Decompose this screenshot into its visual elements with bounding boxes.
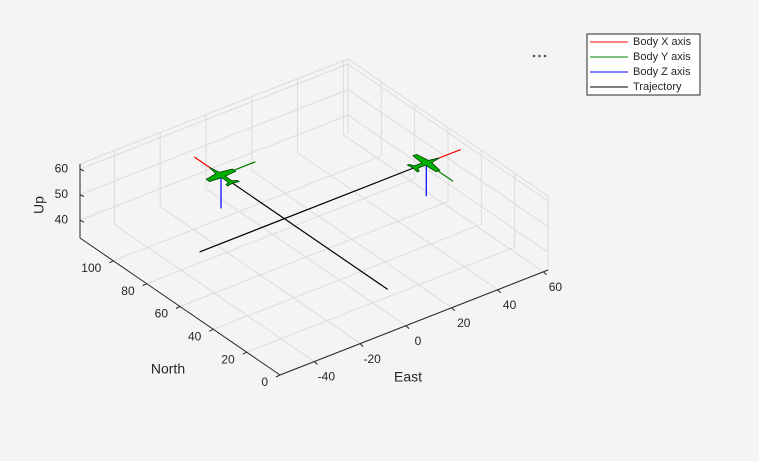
grid-line xyxy=(179,201,449,307)
x-tick-label: 40 xyxy=(503,298,517,312)
dot xyxy=(532,54,536,58)
y-tick xyxy=(175,306,181,309)
x-axis-title: East xyxy=(394,369,422,385)
z-tick xyxy=(79,219,85,223)
legend-label: Body X axis xyxy=(633,36,692,48)
plot-area xyxy=(193,149,461,290)
x-tick-label: -20 xyxy=(363,352,381,366)
grid-line xyxy=(146,178,415,285)
grid-line xyxy=(79,89,349,196)
legend-label: Trajectory xyxy=(633,81,682,93)
y-tick xyxy=(209,328,214,332)
grid-line xyxy=(347,89,549,228)
box-edge xyxy=(347,58,549,197)
x-tick-label: -40 xyxy=(318,370,336,384)
legend-box xyxy=(586,33,701,96)
y-tick-label: 100 xyxy=(81,261,101,275)
y-tick-label: 60 xyxy=(155,307,169,321)
legend-label: Body Y axis xyxy=(633,51,691,63)
z-tick-label: 40 xyxy=(55,212,69,226)
x-axis-line xyxy=(279,269,549,376)
x-tick-label: 60 xyxy=(549,280,563,294)
series-line xyxy=(199,162,427,290)
y-tick xyxy=(142,283,147,287)
grid-line xyxy=(113,155,382,262)
y-tick-label: 0 xyxy=(261,375,268,389)
x-tick xyxy=(405,325,410,329)
dot xyxy=(538,54,541,58)
z-axis-title: Up xyxy=(31,196,47,214)
axes: -40 -20 0 20 40 60 0 20 40 60 80 100 40 50 60 xyxy=(55,161,563,389)
series-line xyxy=(220,163,427,209)
legend: Body X axis Body Y axis Body Z axis Traject… xyxy=(586,33,701,96)
y-tick-label: 80 xyxy=(121,284,135,298)
grid-line xyxy=(347,63,549,202)
grid-line xyxy=(79,63,349,170)
z-tick-label: 50 xyxy=(55,187,69,201)
x-tick xyxy=(314,361,318,365)
dot xyxy=(543,54,547,58)
grid-line xyxy=(213,223,482,330)
y-tick-label: 40 xyxy=(188,330,202,344)
aircraft xyxy=(406,153,441,173)
x-tick-label: 20 xyxy=(457,316,471,330)
y-axis-title: North xyxy=(151,361,185,377)
grid-line xyxy=(246,246,515,353)
y-tick xyxy=(109,260,114,264)
more-options-button[interactable] xyxy=(532,54,547,58)
z-tick xyxy=(79,194,85,198)
z-tick xyxy=(79,168,85,172)
y-tick xyxy=(275,374,281,378)
x-tick xyxy=(497,289,501,294)
x-tick xyxy=(451,307,456,312)
grid-line xyxy=(79,114,349,221)
box-edge xyxy=(79,58,349,165)
x-tick xyxy=(359,343,364,347)
legend-label: Body Z axis xyxy=(633,66,691,78)
x-tick xyxy=(543,271,547,276)
y-tick-label: 20 xyxy=(221,352,235,366)
z-tick-label: 60 xyxy=(55,161,69,175)
grid xyxy=(79,58,549,376)
aircraft xyxy=(205,167,240,187)
x-tick-label: 0 xyxy=(415,334,422,348)
grid-line xyxy=(347,114,549,253)
y-tick xyxy=(242,351,247,355)
